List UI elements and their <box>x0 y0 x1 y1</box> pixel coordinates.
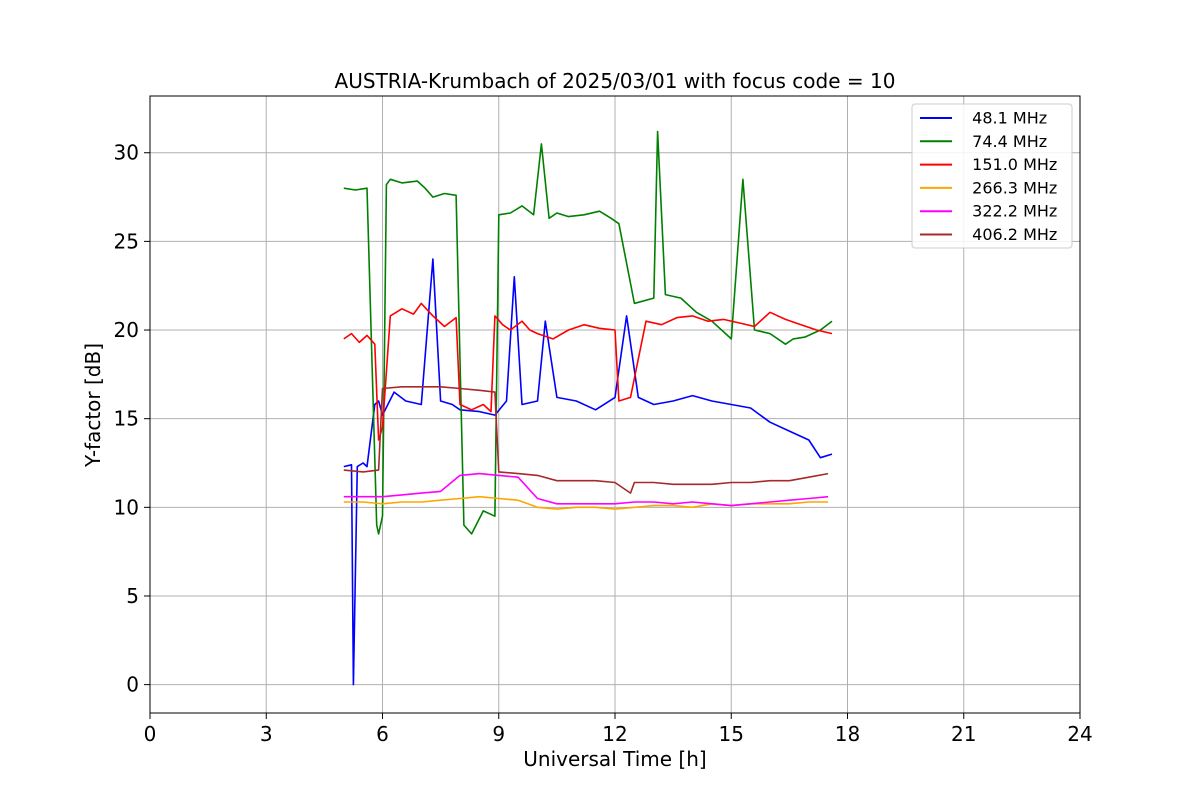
y-tick-label: 0 <box>126 673 139 697</box>
x-tick-label: 15 <box>719 722 744 746</box>
y-tick-label: 15 <box>114 407 139 431</box>
legend-label: 48.1 MHz <box>962 109 1047 128</box>
y-tick-label: 20 <box>114 318 139 342</box>
series-line-1 <box>343 130 833 535</box>
legend-label: 266.3 MHz <box>962 178 1057 197</box>
x-tick-label: 6 <box>376 722 389 746</box>
y-tick-label: 5 <box>126 584 139 608</box>
x-axis-title: Universal Time [h] <box>523 747 706 771</box>
x-tick-label: 24 <box>1067 722 1092 746</box>
x-tick-label: 0 <box>144 722 157 746</box>
x-tick-label: 18 <box>835 722 860 746</box>
legend-label: 406.2 MHz <box>962 225 1057 244</box>
x-axis: 0 3 6 9 12 15 18 21 24 <box>144 713 1093 746</box>
plot-lines <box>343 130 833 686</box>
series-line-2 <box>343 302 833 441</box>
series-line-5 <box>343 385 829 494</box>
legend-label: 74.4 MHz <box>962 132 1047 151</box>
y-axis-title: Y-factor [dB] <box>81 343 105 468</box>
y-tick-label: 30 <box>114 141 139 165</box>
y-tick-label: 25 <box>114 229 139 253</box>
chart-title: AUSTRIA-Krumbach of 2025/03/01 with focu… <box>335 69 896 93</box>
legend: 48.1 MHz 74.4 MHz 151.0 MHz 266.3 MHz 32… <box>911 103 1073 249</box>
y-axis: 0 5 10 15 20 25 30 <box>114 141 150 697</box>
series-line-4 <box>343 472 829 507</box>
x-tick-label: 12 <box>602 722 627 746</box>
x-tick-label: 21 <box>951 722 976 746</box>
legend-label: 151.0 MHz <box>962 155 1057 174</box>
x-tick-label: 3 <box>260 722 273 746</box>
legend-label: 322.2 MHz <box>962 202 1057 221</box>
y-tick-label: 10 <box>114 495 139 519</box>
x-tick-label: 9 <box>492 722 505 746</box>
